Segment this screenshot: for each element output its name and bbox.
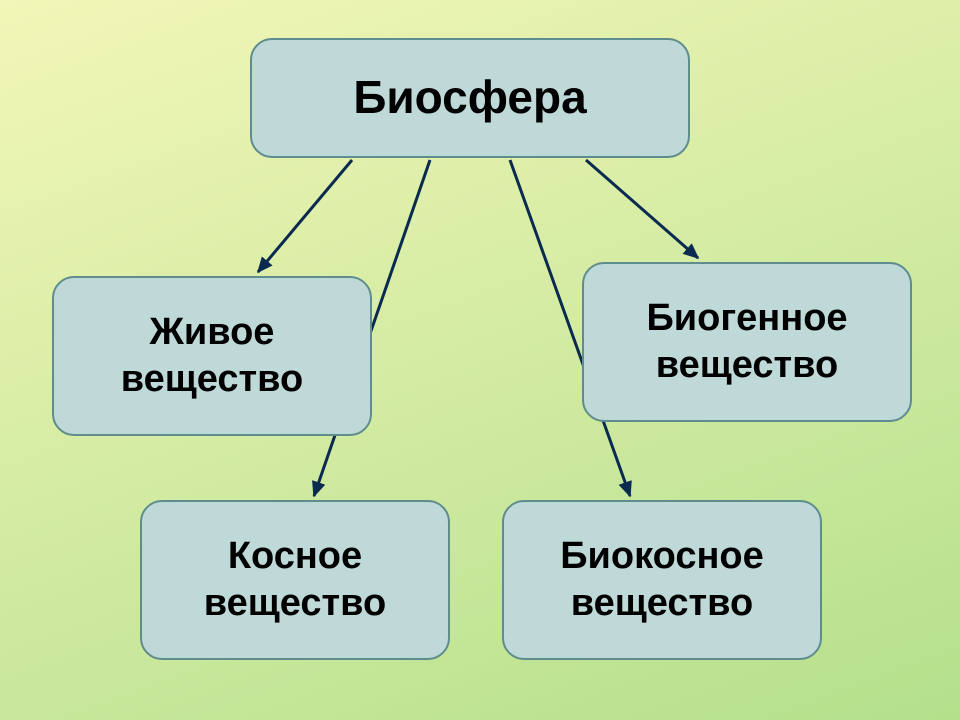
child-node-2-label: Биогенное вещество xyxy=(646,295,847,390)
child-node-1-label: Живое вещество xyxy=(121,309,304,404)
diagram-canvas: Биосфера Живое вещество Биогенное вещест… xyxy=(0,0,960,720)
child-node-1: Живое вещество xyxy=(52,276,372,436)
child-node-3-label: Косное вещество xyxy=(204,533,387,628)
child-node-4-label: Биокосное вещество xyxy=(560,533,764,628)
root-node-label: Биосфера xyxy=(353,69,586,127)
child-node-4: Биокосное вещество xyxy=(502,500,822,660)
child-node-3: Косное вещество xyxy=(140,500,450,660)
child-node-2: Биогенное вещество xyxy=(582,262,912,422)
root-node: Биосфера xyxy=(250,38,690,158)
